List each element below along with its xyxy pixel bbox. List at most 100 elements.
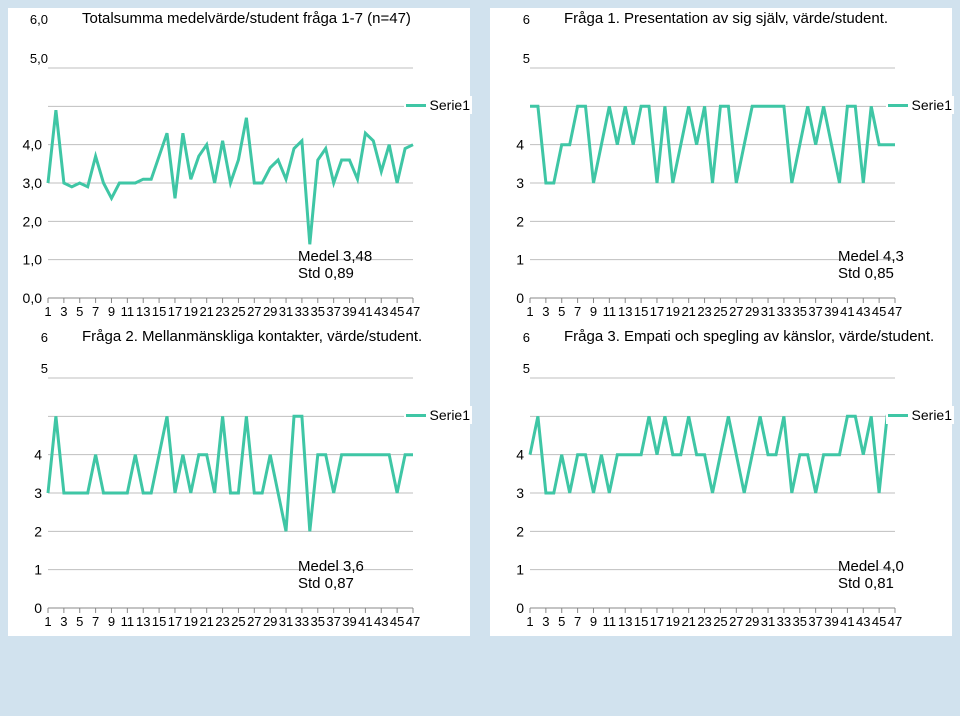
y-tick-label: 6 xyxy=(523,330,530,345)
y-tick-label: 2 xyxy=(34,523,42,539)
legend-swatch xyxy=(888,104,908,107)
chart-title-area: 65Fråga 3. Empati och spegling av känslo… xyxy=(490,326,952,376)
stat-std: Std 0,85 xyxy=(838,265,904,282)
stat-medel: Medel 4,0 xyxy=(838,558,904,575)
x-tick-label: 33 xyxy=(777,614,791,629)
x-tick-label: 11 xyxy=(603,614,617,629)
x-tick-label: 23 xyxy=(215,304,229,319)
x-tick-label: 47 xyxy=(888,614,902,629)
x-tick-label: 13 xyxy=(618,304,632,319)
x-tick-label: 21 xyxy=(199,304,213,319)
x-tick-label: 23 xyxy=(697,304,711,319)
x-tick-label: 15 xyxy=(152,614,166,629)
x-tick-label: 45 xyxy=(390,304,404,319)
x-tick-label: 39 xyxy=(824,614,838,629)
x-tick-label: 11 xyxy=(121,304,135,319)
x-tick-label: 3 xyxy=(60,614,67,629)
x-tick-label: 5 xyxy=(558,304,565,319)
y-tick-label: 0 xyxy=(516,290,524,306)
stat-medel: Medel 3,6 xyxy=(298,558,364,575)
x-tick-label: 33 xyxy=(295,304,309,319)
x-tick-label: 31 xyxy=(279,304,293,319)
x-tick-label: 11 xyxy=(603,304,617,319)
x-tick-label: 29 xyxy=(263,304,277,319)
chart-svg: 0123413579111315171921232527293133353739… xyxy=(8,376,463,636)
x-tick-label: 33 xyxy=(777,304,791,319)
x-tick-label: 13 xyxy=(136,304,150,319)
stat-medel: Medel 4,3 xyxy=(838,248,904,265)
y-tick-label: 6 xyxy=(523,12,530,27)
x-tick-label: 43 xyxy=(856,304,870,319)
x-tick-label: 17 xyxy=(168,304,182,319)
x-tick-label: 13 xyxy=(136,614,150,629)
x-tick-label: 1 xyxy=(44,304,51,319)
chart-title-area: 65 Fråga 1. Presentation av sig själv, vä… xyxy=(490,8,952,66)
x-tick-label: 3 xyxy=(542,304,549,319)
series-line xyxy=(48,416,413,531)
y-tick-label: 0 xyxy=(516,600,524,616)
x-tick-label: 35 xyxy=(793,304,807,319)
x-tick-label: 47 xyxy=(406,304,420,319)
chart-title: Fråga 1. Presentation av sig själv, värd… xyxy=(564,10,888,27)
y-tick-label: 3,0 xyxy=(23,175,43,191)
y-tick-label: 5,0 xyxy=(30,51,48,66)
x-tick-label: 13 xyxy=(618,614,632,629)
chart-panel: 0123413579111315171921232527293133353739… xyxy=(8,376,470,636)
x-tick-label: 21 xyxy=(681,614,695,629)
y-overflow-ticks: 65 xyxy=(490,8,534,66)
legend-swatch xyxy=(406,414,426,417)
x-tick-label: 19 xyxy=(666,304,680,319)
x-tick-label: 9 xyxy=(590,614,597,629)
x-tick-label: 33 xyxy=(295,614,309,629)
chart-title: Fråga 3. Empati och spegling av känslor,… xyxy=(564,328,934,345)
x-tick-label: 21 xyxy=(199,614,213,629)
x-tick-label: 15 xyxy=(634,614,648,629)
stat-std: Std 0,87 xyxy=(298,575,364,592)
stat-std: Std 0,89 xyxy=(298,265,372,282)
x-tick-label: 37 xyxy=(326,614,340,629)
x-tick-label: 21 xyxy=(681,304,695,319)
x-tick-label: 29 xyxy=(263,614,277,629)
y-tick-label: 0,0 xyxy=(23,290,43,306)
x-tick-label: 39 xyxy=(342,614,356,629)
x-tick-label: 3 xyxy=(542,614,549,629)
x-tick-label: 43 xyxy=(374,614,388,629)
x-tick-label: 19 xyxy=(666,614,680,629)
x-tick-label: 1 xyxy=(526,304,533,319)
x-tick-label: 27 xyxy=(729,614,743,629)
x-tick-label: 29 xyxy=(745,614,759,629)
legend-label: Serie1 xyxy=(430,97,470,113)
x-tick-label: 35 xyxy=(311,614,325,629)
chart-panel: 0,01,02,03,04,01357911131517192123252729… xyxy=(8,66,470,326)
y-tick-label: 1,0 xyxy=(23,252,43,268)
chart-svg: 0123413579111315171921232527293133353739… xyxy=(490,66,945,326)
y-tick-label: 4,0 xyxy=(23,137,43,153)
y-tick-label: 2 xyxy=(516,213,524,229)
x-tick-label: 29 xyxy=(745,304,759,319)
x-tick-label: 45 xyxy=(872,614,886,629)
x-tick-label: 15 xyxy=(152,304,166,319)
y-tick-label: 5 xyxy=(523,361,530,376)
x-tick-label: 1 xyxy=(44,614,51,629)
x-tick-label: 7 xyxy=(574,614,581,629)
x-tick-label: 19 xyxy=(184,304,198,319)
x-tick-label: 41 xyxy=(358,614,372,629)
y-tick-label: 6 xyxy=(41,330,48,345)
x-tick-label: 1 xyxy=(526,614,533,629)
series-line xyxy=(48,110,413,244)
legend-swatch xyxy=(888,414,908,417)
legend-swatch xyxy=(406,104,426,107)
legend: Serie1 xyxy=(886,406,954,424)
x-tick-label: 19 xyxy=(184,614,198,629)
chart-stats: Medel 3,48Std 0,89 xyxy=(298,248,372,283)
y-tick-label: 2,0 xyxy=(23,213,43,229)
x-tick-label: 25 xyxy=(231,304,245,319)
x-tick-label: 41 xyxy=(840,304,854,319)
y-overflow-ticks: 65 xyxy=(490,326,534,376)
y-overflow-ticks: 6,05,0 xyxy=(8,8,52,66)
x-tick-label: 23 xyxy=(215,614,229,629)
x-tick-label: 47 xyxy=(888,304,902,319)
x-tick-label: 7 xyxy=(92,614,99,629)
x-tick-label: 3 xyxy=(60,304,67,319)
x-tick-label: 5 xyxy=(558,614,565,629)
